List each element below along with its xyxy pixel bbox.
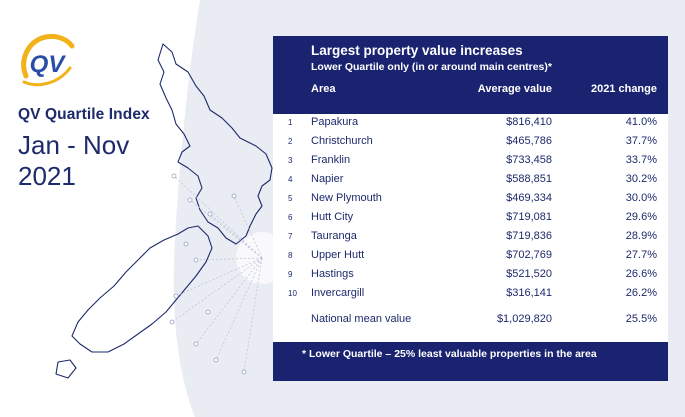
row-change: 33.7% [625, 154, 657, 166]
row-area: Franklin [311, 154, 351, 166]
table-row: 5 New Plymouth $469,334 30.0% [273, 190, 668, 209]
row-rank: 6 [288, 213, 293, 222]
row-average-value: $733,458 [506, 154, 552, 166]
row-rank: 3 [288, 156, 293, 165]
row-area: Upper Hutt [311, 249, 365, 261]
row-rank: 7 [288, 232, 293, 241]
column-header-2021-change: 2021 change [590, 83, 657, 95]
row-area: New Plymouth [311, 192, 382, 204]
table-row: 4 Napier $588,851 30.2% [273, 171, 668, 190]
brand-block: QV Quartile Index Jan - Nov 2021 [18, 106, 218, 192]
table-footnote: * Lower Quartile – 25% least valuable pr… [273, 342, 668, 381]
row-rank: 5 [288, 194, 293, 203]
table-column-headers: Area Average value 2021 change [273, 78, 668, 114]
row-change: 29.6% [625, 211, 657, 223]
table-header: Largest property value increases Lower Q… [273, 36, 668, 78]
row-area: Hastings [311, 268, 354, 280]
row-area: Papakura [311, 116, 359, 128]
row-change: 30.2% [625, 173, 657, 185]
national-change: 25.5% [625, 313, 657, 325]
row-average-value: $588,851 [506, 173, 552, 185]
row-change: 41.0% [625, 116, 657, 128]
row-average-value: $702,769 [506, 249, 552, 261]
row-area: Hutt City [311, 211, 354, 223]
qv-logo: QV [21, 33, 75, 87]
table-title: Largest property value increases [311, 43, 523, 58]
row-change: 27.7% [625, 249, 657, 261]
row-average-value: $816,410 [506, 116, 552, 128]
national-mean-row: National mean value $1,029,820 25.5% [273, 313, 668, 331]
table-row: 3 Franklin $733,458 33.7% [273, 152, 668, 171]
row-rank: 9 [288, 270, 293, 279]
logo-text: QV [30, 51, 67, 78]
row-average-value: $316,141 [506, 287, 552, 299]
table-body: 1 Papakura $816,410 41.0% 2 Christchurch… [273, 114, 668, 304]
row-average-value: $719,081 [506, 211, 552, 223]
row-area: Tauranga [311, 230, 357, 242]
row-change: 26.6% [625, 268, 657, 280]
row-change: 37.7% [625, 135, 657, 147]
brand-period-line2: 2021 [18, 161, 76, 191]
table-row: 10 Invercargill $316,141 26.2% [273, 285, 668, 304]
row-rank: 4 [288, 175, 293, 184]
row-change: 28.9% [625, 230, 657, 242]
row-rank: 1 [288, 118, 293, 127]
row-area: Christchurch [311, 135, 373, 147]
table-row: 9 Hastings $521,520 26.6% [273, 266, 668, 285]
row-area: Napier [311, 173, 344, 185]
row-average-value: $465,786 [506, 135, 552, 147]
row-average-value: $719,836 [506, 230, 552, 242]
table-row: 2 Christchurch $465,786 37.7% [273, 133, 668, 152]
national-average-value: $1,029,820 [496, 313, 552, 325]
national-area: National mean value [311, 313, 412, 325]
row-average-value: $521,520 [506, 268, 552, 280]
brand-period: Jan - Nov 2021 [18, 130, 218, 192]
value-increase-table: Largest property value increases Lower Q… [273, 36, 668, 381]
row-change: 26.2% [625, 287, 657, 299]
table-subtitle: Lower Quartile only (in or around main c… [311, 61, 552, 73]
column-header-area: Area [311, 83, 336, 95]
row-average-value: $469,334 [506, 192, 552, 204]
row-change: 30.0% [625, 192, 657, 204]
row-rank: 8 [288, 251, 293, 260]
table-row: 8 Upper Hutt $702,769 27.7% [273, 247, 668, 266]
row-area: Invercargill [311, 287, 365, 299]
row-rank: 2 [288, 137, 293, 146]
column-header-average-value: Average value [477, 83, 552, 95]
brand-title: QV Quartile Index [18, 106, 150, 123]
table-row: 1 Papakura $816,410 41.0% [273, 114, 668, 133]
row-rank: 10 [288, 289, 297, 298]
table-row: 6 Hutt City $719,081 29.6% [273, 209, 668, 228]
brand-period-line1: Jan - Nov [18, 130, 130, 160]
table-row: 7 Tauranga $719,836 28.9% [273, 228, 668, 247]
